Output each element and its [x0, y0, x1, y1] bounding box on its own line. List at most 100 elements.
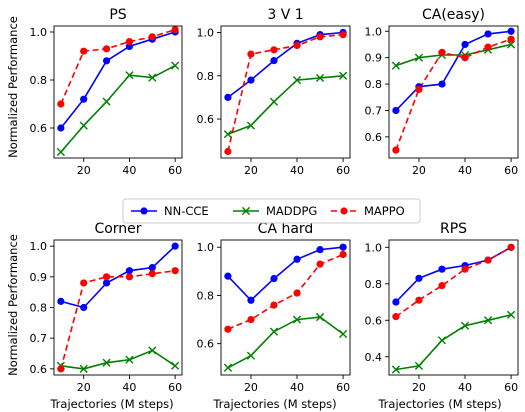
data-point-maddpg-3-v-1-20	[246, 121, 256, 130]
x-tick-label-corner-0: 20	[77, 381, 91, 394]
y-tick-label-corner-0: 0.6	[30, 363, 48, 376]
axes-frame-3-v-1	[220, 25, 351, 159]
data-point-nn-cce-3-v-1-30	[270, 57, 278, 65]
data-point-maddpg-3-v-1-50	[315, 73, 325, 83]
data-point-mappo-3-v-1-10	[224, 147, 232, 156]
data-point-nn-cce-ca-hard-60	[339, 243, 347, 251]
data-point-mappo-ca-hard-20	[247, 315, 255, 324]
y-tick-label-ca-hard-2: 1.0	[197, 241, 215, 254]
chart-panels: PS0.60.81.020 40 603 V 10.60.81.020 40 60CA(…	[30, 7, 519, 394]
data-point-maddpg-ca-easy-10	[391, 61, 401, 70]
legend-label-nn-cce: NN-CCE	[164, 204, 209, 218]
chart-title-3-v-1: 3 V 1	[267, 7, 303, 23]
data-point-nn-cce-3-v-1-20	[247, 76, 255, 84]
legend-entry-maddpg: MADDPG	[233, 204, 317, 218]
data-point-maddpg-corner-50	[148, 346, 157, 355]
chart-ca-hard: CA hard 0.6 0.8 1.0 20 40 60	[197, 221, 351, 394]
x-tick-label-3-v-1-0: 20	[244, 164, 258, 177]
legend: NN-CCE MADDPG MAPPO	[122, 198, 421, 224]
data-point-maddpg-3-v-1-30	[269, 97, 279, 106]
data-point-nn-cce-ca-easy-30	[438, 80, 446, 88]
data-point-mappo-rps-50	[484, 256, 492, 264]
data-point-maddpg-ps-60	[171, 61, 180, 70]
data-point-mappo-corner-20	[80, 279, 88, 287]
series-line-nn-cce-3-v-1	[227, 31, 344, 99]
data-point-maddpg-rps-60	[506, 310, 516, 319]
data-point-mappo-ps-10	[57, 100, 65, 108]
data-point-nn-cce-ca-easy-10	[392, 106, 400, 115]
data-point-maddpg-3-v-1-60	[338, 71, 348, 80]
y-tick-label-3-v-1-1: 0.8	[197, 70, 215, 83]
data-point-nn-cce-ca-hard-30	[270, 274, 278, 283]
data-point-mappo-ca-hard-30	[270, 301, 278, 309]
y-tick-label-ca-hard-1: 0.8	[197, 289, 215, 302]
data-point-nn-cce-corner-30	[102, 279, 111, 287]
data-point-mappo-rps-10	[392, 313, 400, 321]
y-tick-label-3-v-1-0: 0.6	[197, 113, 215, 126]
data-point-nn-cce-corner-60	[171, 242, 179, 250]
series-line-mappo-ca-hard	[227, 253, 344, 330]
x-tick-label-ps-0: 20	[77, 164, 91, 177]
data-point-mappo-ps-50	[148, 33, 156, 41]
series-line-mappo-rps	[395, 246, 512, 318]
data-point-mappo-3-v-1-60	[339, 31, 347, 39]
y-tick-label-ca-easy-1: 0.7	[365, 104, 383, 117]
data-point-nn-cce-ca-hard-50	[316, 246, 324, 254]
data-point-maddpg-rps-30	[437, 336, 447, 345]
series-line-maddpg-corner	[60, 349, 176, 370]
x-axis-label-rps: Trajectories (M steps)	[377, 397, 501, 411]
data-point-mappo-ps-30	[102, 45, 111, 53]
data-point-nn-cce-rps-30	[438, 265, 446, 273]
chart-3-v-1: 3 V 1 0.6 0.8 1.0 20 40 60	[197, 7, 351, 177]
series-line-maddpg-ca-hard	[227, 316, 344, 369]
data-point-maddpg-ps-20	[79, 121, 88, 130]
x-tick-label-3-v-1-2: 60	[336, 164, 350, 177]
series-line-mappo-3-v-1	[227, 33, 344, 152]
y-tick-label-rps-2: 0.8	[365, 278, 383, 291]
data-point-mappo-ca-easy-20	[415, 85, 423, 93]
data-point-mappo-ca-easy-60	[507, 35, 515, 43]
y-tick-label-ca-easy-3: 0.9	[365, 52, 383, 65]
y-tick-label-ps-0: 0.6	[30, 122, 48, 135]
legend-frame	[122, 198, 421, 224]
data-point-mappo-3-v-1-40	[293, 41, 301, 50]
axes-frame-corner	[53, 239, 183, 376]
data-point-maddpg-ca-easy-60	[506, 40, 516, 49]
data-point-mappo-ca-hard-50	[316, 260, 324, 268]
data-point-maddpg-ps-10	[56, 147, 65, 157]
data-point-maddpg-corner-40	[125, 355, 134, 364]
series-line-maddpg-3-v-1	[227, 75, 344, 135]
y-tick-label-corner-4: 1.0	[30, 240, 48, 253]
y-axis-label-top: Normalized Performance	[6, 16, 20, 158]
y-tick-label-ps-1: 0.8	[30, 74, 48, 87]
data-point-maddpg-ps-30	[102, 97, 111, 106]
data-point-mappo-ca-easy-40	[461, 54, 469, 62]
data-point-mappo-corner-10	[57, 365, 65, 373]
data-point-maddpg-corner-60	[171, 361, 180, 370]
data-point-maddpg-rps-10	[391, 365, 401, 374]
data-point-mappo-rps-60	[507, 243, 515, 251]
data-point-mappo-ca-easy-10	[392, 146, 400, 154]
data-point-nn-cce-ca-hard-20	[247, 296, 255, 304]
data-point-mappo-rps-40	[461, 265, 469, 273]
x-axis-label-corner: Trajectories (M steps)	[49, 397, 173, 411]
data-point-maddpg-ps-50	[148, 73, 157, 82]
data-point-maddpg-ca-hard-50	[315, 313, 325, 322]
chart-ps: PS 0.6 0.8 1.0 20 40 60	[30, 7, 183, 177]
x-tick-label-ca-hard-0: 20	[244, 381, 258, 394]
data-point-nn-cce-ca-easy-40	[461, 40, 469, 49]
data-point-nn-cce-ps-10	[57, 124, 65, 132]
data-point-maddpg-ca-hard-10	[223, 363, 233, 372]
data-point-nn-cce-rps-20	[415, 274, 423, 282]
x-tick-label-rps-1: 40	[458, 381, 472, 394]
legend-label-mappo: MAPPO	[364, 204, 405, 218]
chart-rps: RPS 0.4 0.6 0.8 1.0 20 40 60	[365, 221, 519, 394]
data-point-mappo-ca-hard-60	[339, 250, 347, 259]
data-point-mappo-ca-hard-40	[293, 289, 301, 297]
x-tick-label-3-v-1-1: 40	[290, 164, 304, 177]
axes-frame-rps	[388, 239, 519, 376]
data-point-nn-cce-corner-40	[125, 267, 134, 275]
chart-corner: Corner 0.6 0.7 0.8 0.9 1.0 20 40 60	[30, 221, 183, 394]
data-point-maddpg-corner-20	[79, 364, 88, 373]
legend-entry-mappo: MAPPO	[331, 204, 405, 218]
